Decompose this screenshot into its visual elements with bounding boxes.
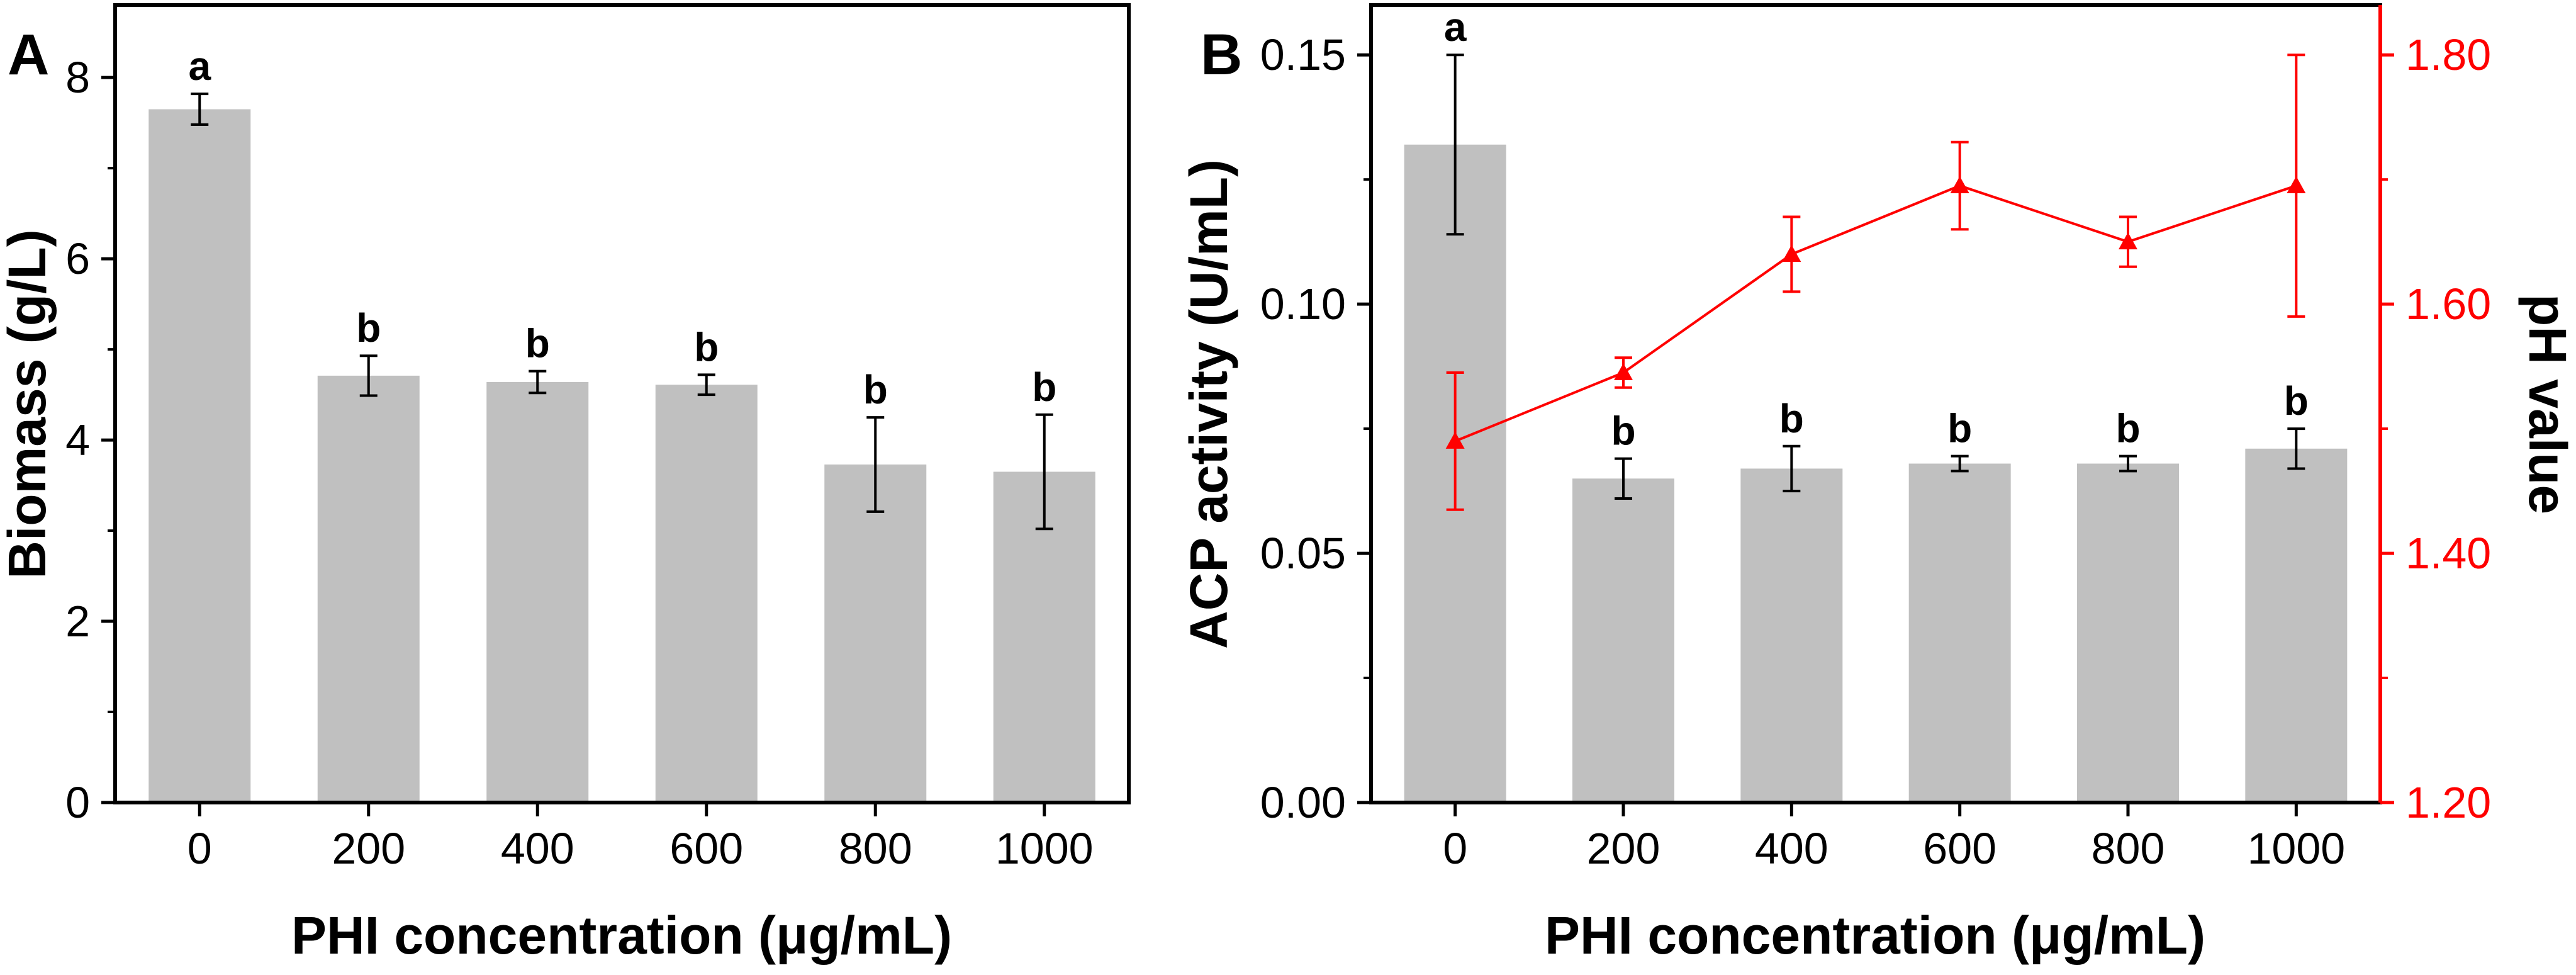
panel-a-y-ticks: 0 2 4 6 8 (65, 53, 115, 827)
panel-b-y-axis-label: ACP activity (U/mL) (1179, 159, 1238, 649)
panel-a-x-tick-labels: 0 200 400 600 800 1000 (188, 803, 1094, 873)
panel-b: B ab b b bb 0.000.050.100.15 1.201.401.601.… (1179, 3, 2576, 965)
y-tick-label-b-0: 0.00 (1260, 778, 1346, 827)
panel-b-plot-frame (1369, 3, 2382, 804)
y-tick-label-b-3: 0.15 (1260, 30, 1346, 79)
y-tick-label-a-4: 8 (65, 53, 90, 102)
panel-b-significance-letters: a b b b b b (1444, 4, 2309, 453)
panel-b-bar-error-bars (1446, 54, 2305, 500)
y-tick-label-a-0: 0 (65, 778, 90, 827)
significance-letter-b-1000: b (2284, 378, 2309, 424)
bar-a-600 (655, 385, 758, 803)
panel-a-error-bars (191, 93, 1053, 531)
panel-b-ph-line (1445, 54, 2306, 511)
bar-a-800 (824, 464, 927, 803)
bar-b-600 (1908, 463, 2011, 803)
y-tick-label-a-1: 2 (65, 597, 90, 646)
significance-letter-b-400: b (1779, 396, 1804, 441)
x-tick-label-a-1000: 1000 (995, 824, 1094, 873)
bar-a-400 (486, 381, 589, 803)
panel-a: A a b b b b b 0 2 4 6 8 0 200 400 600 800 1000 PHI con… (0, 3, 1131, 965)
x-tick-label-b-200: 200 (1587, 824, 1660, 873)
ph-point-0 (1445, 431, 1465, 449)
significance-letter-a-200: b (356, 305, 381, 351)
significance-letter-a-800: b (863, 367, 888, 412)
y-tick-label-a-3: 6 (65, 234, 90, 283)
significance-letter-b-0: a (1444, 4, 1467, 50)
y-right-tick-label-3: 1.80 (2405, 30, 2491, 79)
x-tick-label-a-600: 600 (669, 824, 743, 873)
significance-letter-a-600: b (694, 324, 719, 369)
panel-a-x-axis-label: PHI concentration (μg/mL) (291, 906, 952, 965)
bar-b-1000 (2245, 448, 2348, 803)
x-tick-label-a-200: 200 (332, 824, 405, 873)
ph-point-800 (2119, 232, 2137, 250)
bar-a-200 (317, 375, 420, 803)
y-right-tick-label-0: 1.20 (2405, 778, 2491, 827)
bar-b-800 (2077, 463, 2179, 803)
panel-a-bars (148, 109, 1095, 803)
panel-b-right-y-ticks: 1.20 1.40 1.60 1.80 (2380, 30, 2491, 827)
panel-b-label: B (1201, 23, 1242, 87)
significance-letter-b-600: b (1947, 406, 1972, 451)
panel-a-y-axis-label: Biomass (g/L) (0, 229, 57, 578)
x-tick-label-a-400: 400 (501, 824, 574, 873)
ph-point-400 (1782, 244, 1801, 262)
y-tick-label-b-2: 0.10 (1260, 279, 1346, 329)
panel-a-label: A (8, 23, 49, 87)
significance-letter-a-400: b (525, 321, 550, 366)
panel-b-right-y-axis-label: pH value (2518, 294, 2576, 514)
x-tick-label-a-800: 800 (839, 824, 912, 873)
x-tick-label-b-400: 400 (1755, 824, 1828, 873)
bar-b-400 (1740, 468, 1843, 803)
ph-point-1000 (2287, 176, 2306, 194)
x-tick-label-a-0: 0 (188, 824, 212, 873)
significance-letter-b-800: b (2115, 406, 2140, 451)
panel-b-bars (1404, 144, 2348, 803)
bar-a-0 (148, 109, 251, 803)
panel-b-x-axis-label: PHI concentration (μg/mL) (1545, 906, 2205, 965)
panel-a-plot-frame (113, 3, 1131, 804)
significance-letter-a-1000: b (1032, 364, 1056, 410)
y-tick-label-b-1: 0.05 (1260, 529, 1346, 578)
ph-point-600 (1950, 176, 1969, 194)
y-tick-label-a-2: 4 (65, 415, 90, 465)
y-right-tick-label-1: 1.40 (2405, 529, 2491, 578)
panel-b-left-y-ticks: 0.00 0.05 0.10 0.15 (1260, 30, 1371, 827)
panel-a-significance-letters: a b b b b b (188, 43, 1056, 412)
significance-letter-a-0: a (188, 43, 211, 89)
x-tick-label-b-1000: 1000 (2247, 824, 2345, 873)
significance-letter-b-200: b (1611, 409, 1635, 454)
x-tick-label-b-600: 600 (1923, 824, 1996, 873)
x-tick-label-b-0: 0 (1443, 824, 1467, 873)
bar-b-200 (1572, 478, 1674, 803)
x-tick-label-b-800: 800 (2092, 824, 2165, 873)
ph-point-200 (1614, 363, 1633, 381)
panel-b-x-tick-labels: 0 200 400 600 800 1000 (1443, 803, 2345, 873)
ph-line-path (1454, 184, 2297, 442)
y-right-tick-label-2: 1.60 (2405, 279, 2491, 329)
